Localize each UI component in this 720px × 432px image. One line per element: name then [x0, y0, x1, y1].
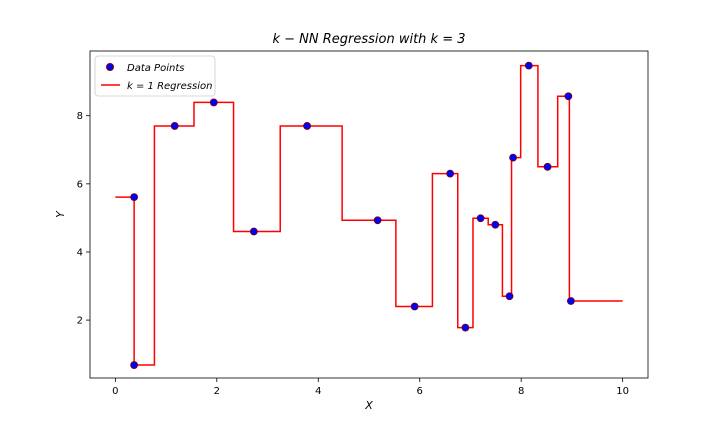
data-point	[410, 302, 419, 311]
data-point	[249, 227, 258, 236]
legend-box	[94, 55, 216, 97]
data-point	[170, 122, 179, 130]
x-tick-label: 2	[214, 386, 220, 397]
data-point	[491, 220, 500, 229]
plot-frame	[89, 50, 649, 379]
data-point	[130, 193, 139, 202]
legend-label-data-points: Data Points	[127, 63, 184, 74]
data-point	[505, 292, 514, 301]
data-point	[566, 297, 575, 305]
data-point	[564, 92, 573, 101]
x-tick-label: 10	[616, 386, 629, 397]
x-tick-label: 0	[112, 386, 118, 397]
legend: Data Points k = 1 Regression	[94, 55, 216, 97]
data-point	[130, 361, 139, 369]
data-point	[476, 214, 485, 223]
data-point	[303, 122, 312, 130]
regression-step-line	[115, 64, 623, 366]
data-point	[461, 323, 470, 332]
data-point	[373, 216, 382, 225]
x-tick-label: 4	[315, 386, 321, 397]
y-axis-label: Y	[54, 210, 67, 218]
y-tick-label: 6	[77, 179, 83, 190]
legend-label-regression: k = 1 Regression	[127, 81, 212, 92]
legend-marker-data-points	[106, 63, 114, 71]
data-point	[524, 61, 533, 70]
data-point	[509, 153, 517, 162]
data-point	[209, 98, 218, 107]
x-tick-label: 6	[417, 386, 423, 397]
y-tick-label: 8	[77, 111, 83, 122]
x-axis: 0 2 4 6 8 10	[112, 378, 629, 397]
data-point	[543, 162, 552, 171]
data-point	[446, 169, 455, 178]
y-tick-label: 2	[77, 316, 83, 327]
y-axis: 2 4 6 8	[77, 111, 90, 327]
x-tick-label: 8	[518, 386, 524, 397]
x-axis-label: X	[364, 399, 373, 412]
series-layer	[115, 61, 623, 369]
y-tick-label: 4	[77, 247, 83, 258]
chart-title: k − NN Regression with k = 3	[272, 32, 465, 47]
